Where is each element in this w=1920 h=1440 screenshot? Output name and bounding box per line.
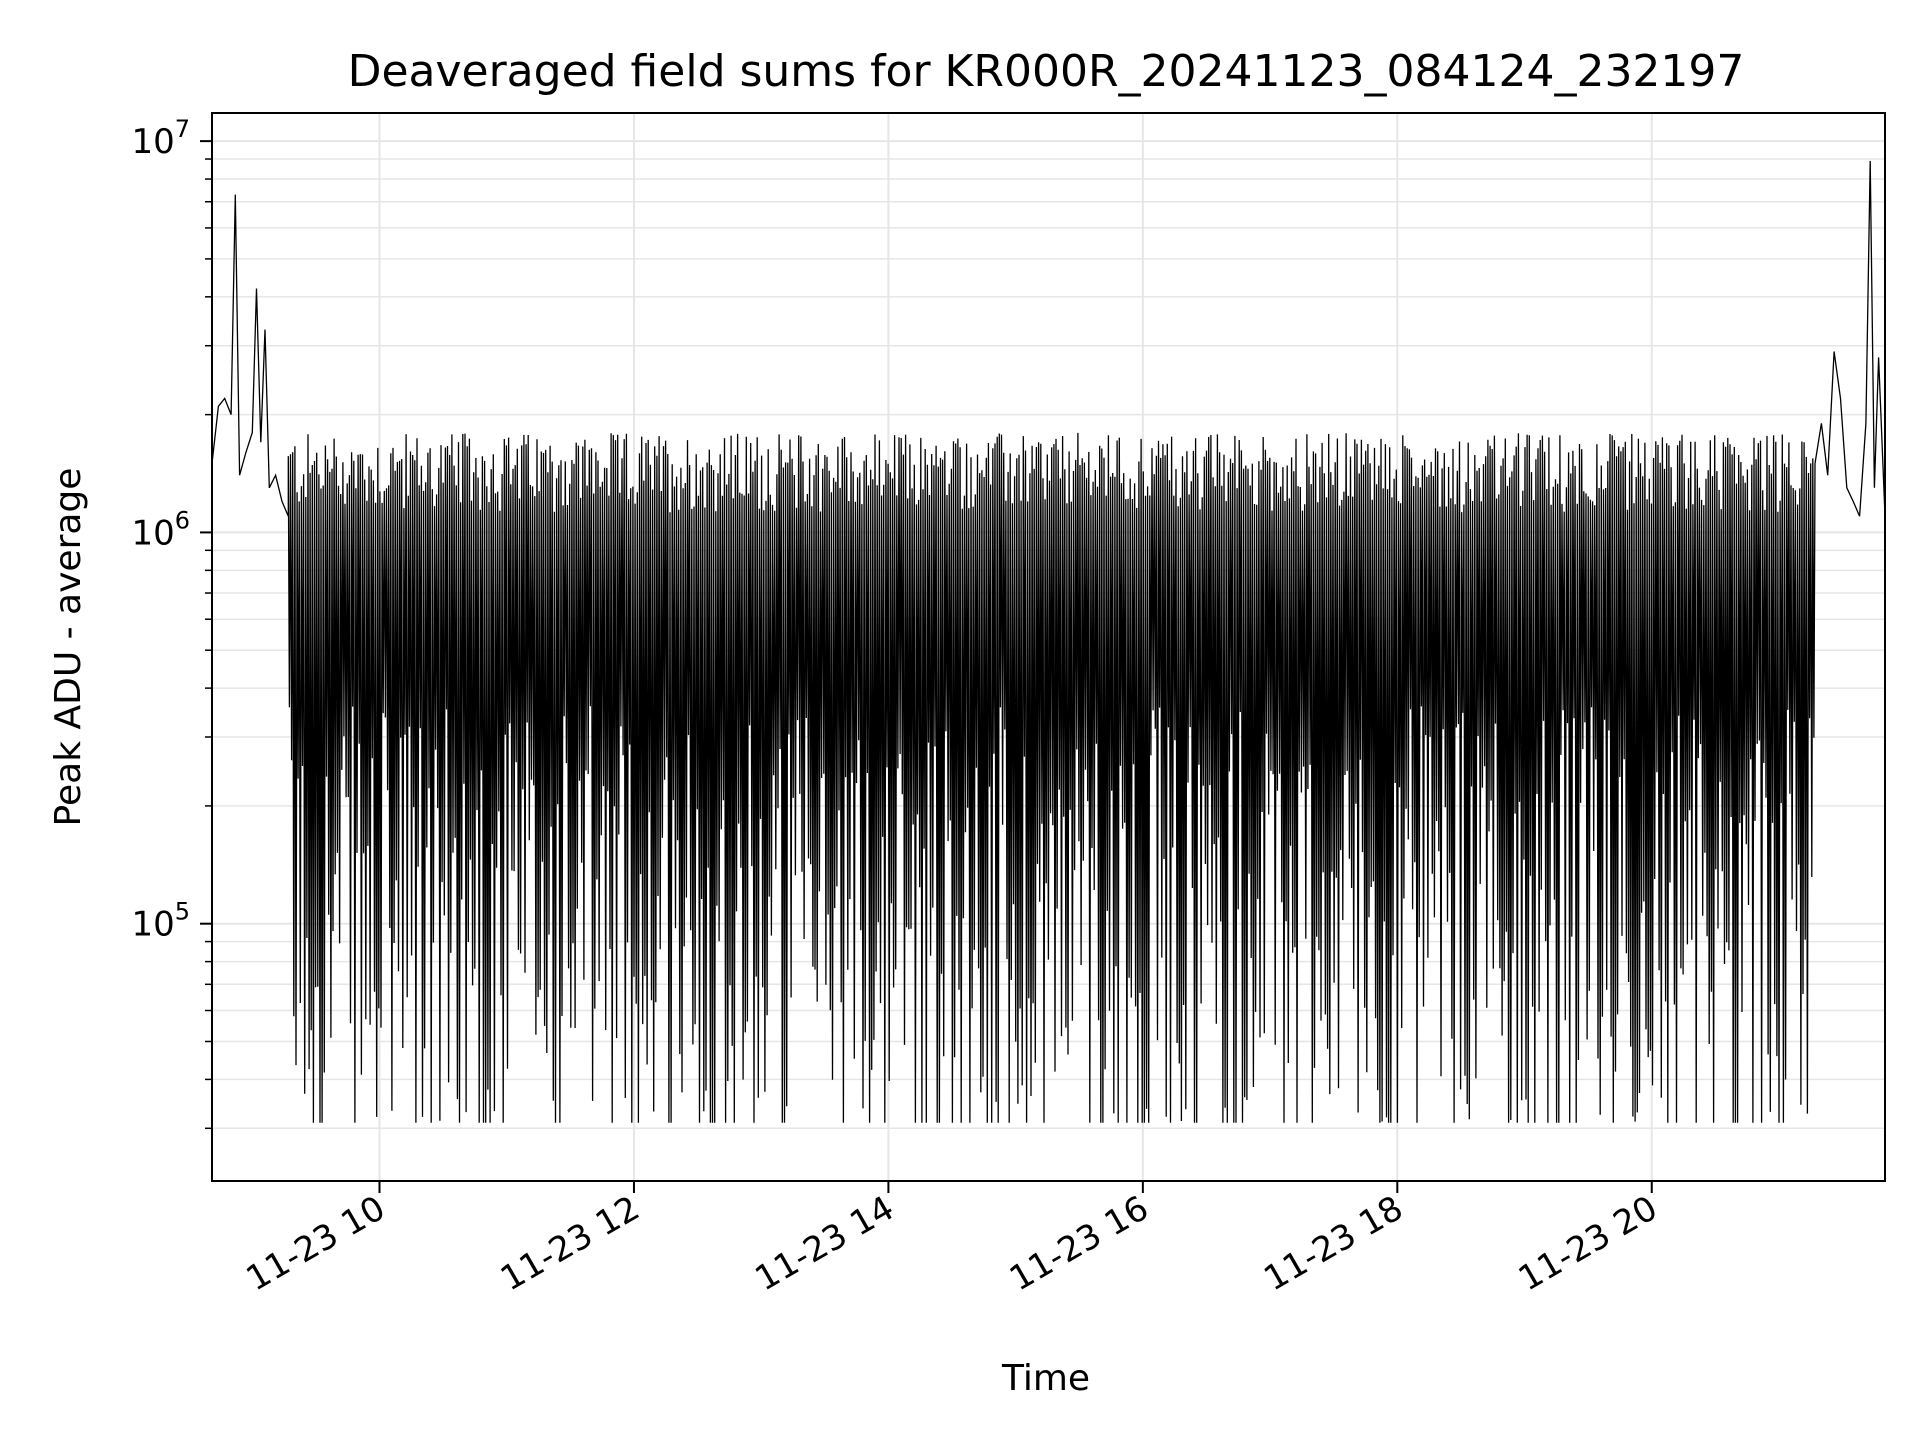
x-tick-label: 11-23 12 xyxy=(494,1188,646,1299)
x-tick-label: 11-23 16 xyxy=(1003,1188,1155,1299)
x-axis: 11-23 10 11-23 12 11-23 14 11-23 16 11-23 18… xyxy=(240,1181,1664,1299)
plot-frame xyxy=(211,112,1886,1182)
x-tick-label: 11-23 20 xyxy=(1512,1188,1664,1299)
x-tick-label: 11-23 10 xyxy=(240,1188,392,1299)
data-line xyxy=(212,160,1885,1123)
x-axis-label: Time xyxy=(1001,1358,1090,1399)
y-axis-label: Peak ADU - average xyxy=(48,468,89,827)
chart-title: Deaveraged field sums for KR000R_2024112… xyxy=(348,46,1745,97)
y-tick-label: 107 xyxy=(131,115,190,162)
y-tick-label: 105 xyxy=(131,898,190,945)
x-tick-label: 11-23 18 xyxy=(1257,1188,1409,1299)
x-tick-label: 11-23 14 xyxy=(749,1188,901,1299)
y-tick-label: 106 xyxy=(131,506,190,553)
y-axis: 105 106 107 xyxy=(131,115,212,1130)
series-line xyxy=(212,160,1885,1123)
